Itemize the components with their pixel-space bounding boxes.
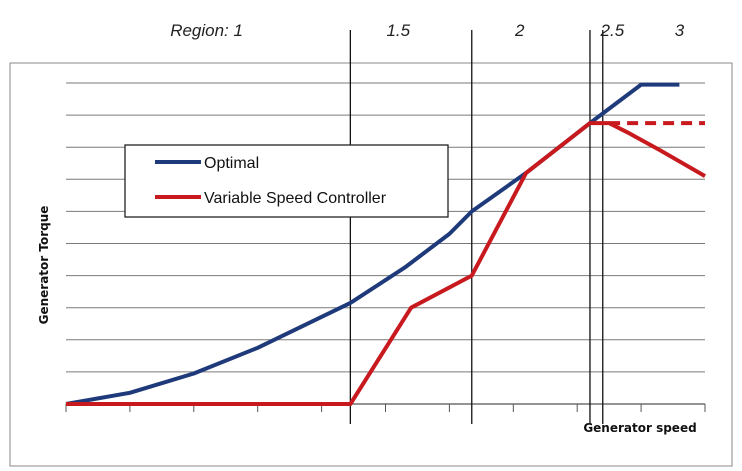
region-label: 3	[675, 21, 685, 40]
region-label: 2	[514, 21, 525, 40]
region-label: 2.5	[600, 21, 625, 40]
legend-label-optimal: Optimal	[204, 155, 259, 172]
series-lines	[65, 82, 706, 406]
region-label: 1.5	[386, 21, 410, 40]
region-labels: Region: 1 1.5 2 2.5 3	[170, 21, 685, 40]
region-boundaries	[349, 30, 604, 424]
y-axis-label: Generator Torque	[37, 206, 51, 325]
region-label: Region: 1	[170, 21, 243, 40]
legend-box	[124, 144, 449, 218]
x-axis-label: Generator speed	[583, 421, 696, 435]
series-line-variable-speed-controller	[66, 121, 706, 406]
series-line-optimal	[65, 82, 680, 406]
legend-label-vsc: Variable Speed Controller	[204, 190, 387, 207]
legend: Optimal Variable Speed Controller	[124, 144, 449, 218]
plot-frame	[9, 62, 733, 467]
